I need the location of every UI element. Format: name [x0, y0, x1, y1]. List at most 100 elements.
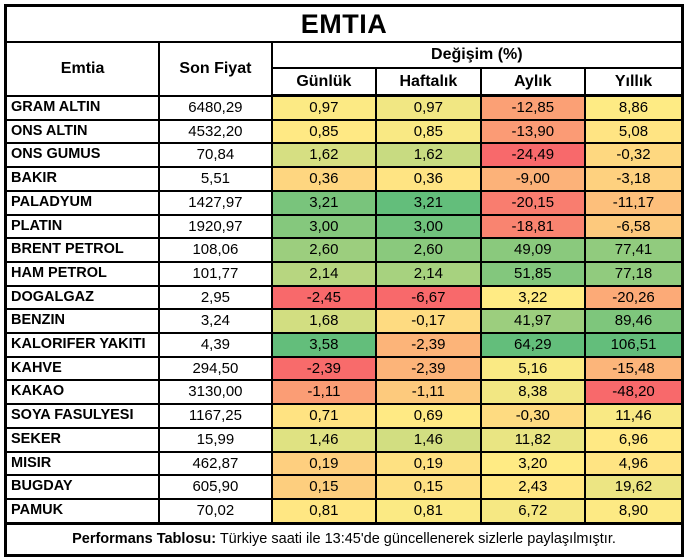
- change-yillik: -15,48: [584, 355, 684, 382]
- change-haftalik: 0,19: [375, 450, 482, 477]
- change-yillik: 19,62: [584, 474, 684, 500]
- commodity-name: BAKIR: [4, 166, 161, 192]
- commodity-name: ONS ALTIN: [4, 118, 161, 145]
- change-gunluk: 0,36: [270, 166, 378, 192]
- change-yillik: -48,20: [584, 379, 684, 406]
- last-price: 2,95: [158, 284, 273, 311]
- footer-text: Türkiye saati ile 13:45'de güncellenerek…: [219, 531, 616, 548]
- change-yillik: -20,26: [584, 284, 684, 311]
- last-price: 101,77: [158, 260, 273, 287]
- last-price: 70,84: [158, 142, 273, 169]
- change-yillik: 77,18: [584, 260, 684, 287]
- change-haftalik: 0,15: [375, 474, 482, 500]
- commodity-name: SEKER: [4, 426, 161, 453]
- change-haftalik: 1,62: [375, 142, 482, 169]
- emtia-table: EMTIA Emtia Son Fiyat Değişim (%) Günlük…: [4, 4, 684, 557]
- commodity-name: BENZIN: [4, 308, 161, 335]
- commodity-name: KAKAO: [4, 379, 161, 406]
- commodity-name: HAM PETROL: [4, 260, 161, 287]
- commodity-name: KAHVE: [4, 355, 161, 382]
- last-price: 1920,97: [158, 213, 273, 240]
- change-yillik: -11,17: [584, 189, 684, 216]
- change-gunluk: 3,00: [270, 213, 378, 240]
- header-haftalik: Haftalık: [375, 67, 482, 97]
- change-yillik: 77,41: [584, 237, 684, 263]
- last-price: 108,06: [158, 237, 273, 263]
- commodity-name: ONS GUMUS: [4, 142, 161, 169]
- table-row: ONS ALTIN 4532,20 0,85 0,85 -13,90 5,08: [4, 118, 684, 145]
- change-yillik: -6,58: [584, 213, 684, 240]
- footer-label: Performans Tablosu:: [72, 531, 217, 548]
- change-yillik: 5,08: [584, 118, 684, 145]
- change-yillik: -3,18: [584, 166, 684, 192]
- change-gunluk: -1,11: [270, 379, 378, 406]
- change-aylik: 51,85: [479, 260, 587, 287]
- change-gunluk: 1,68: [270, 308, 378, 335]
- change-gunluk: 2,60: [270, 237, 378, 263]
- commodity-name: GRAM ALTIN: [4, 94, 161, 121]
- title-row: EMTIA: [4, 4, 684, 43]
- change-gunluk: 0,19: [270, 450, 378, 477]
- header-row-2: Günlük Haftalık Aylık Yıllık: [6, 67, 684, 97]
- change-haftalik: 0,97: [375, 94, 482, 121]
- change-haftalik: -0,17: [375, 308, 482, 335]
- last-price: 294,50: [158, 355, 273, 382]
- header-gunluk: Günlük: [270, 67, 378, 97]
- last-price: 4532,20: [158, 118, 273, 145]
- last-price: 3130,00: [158, 379, 273, 406]
- change-yillik: 6,96: [584, 426, 684, 453]
- change-aylik: 11,82: [479, 426, 587, 453]
- change-haftalik: 0,81: [375, 497, 482, 525]
- last-price: 462,87: [158, 450, 273, 477]
- change-haftalik: -2,39: [375, 332, 482, 358]
- table-row: KAKAO 3130,00 -1,11 -1,11 8,38 -48,20: [4, 379, 684, 406]
- change-gunluk: 0,85: [270, 118, 378, 145]
- change-aylik: -24,49: [479, 142, 587, 169]
- table-row: DOGALGAZ 2,95 -2,45 -6,67 3,22 -20,26: [4, 284, 684, 311]
- change-gunluk: 3,21: [270, 189, 378, 216]
- change-gunluk: 3,58: [270, 332, 378, 358]
- change-aylik: 6,72: [479, 497, 587, 525]
- last-price: 3,24: [158, 308, 273, 335]
- change-gunluk: -2,39: [270, 355, 378, 382]
- change-aylik: -20,15: [479, 189, 587, 216]
- commodity-name: PALADYUM: [4, 189, 161, 216]
- table-row: KALORIFER YAKITI 4,39 3,58 -2,39 64,29 106,51: [4, 332, 684, 358]
- change-haftalik: 3,00: [375, 213, 482, 240]
- change-yillik: 8,90: [584, 497, 684, 525]
- change-aylik: 49,09: [479, 237, 587, 263]
- change-gunluk: -2,45: [270, 284, 378, 311]
- change-haftalik: 0,85: [375, 118, 482, 145]
- change-aylik: 2,43: [479, 474, 587, 500]
- change-gunluk: 0,15: [270, 474, 378, 500]
- table-row: ONS GUMUS 70,84 1,62 1,62 -24,49 -0,32: [4, 142, 684, 169]
- change-yillik: 11,46: [584, 403, 684, 429]
- commodity-name: BRENT PETROL: [4, 237, 161, 263]
- table-row: BAKIR 5,51 0,36 0,36 -9,00 -3,18: [4, 166, 684, 192]
- change-gunluk: 2,14: [270, 260, 378, 287]
- table-body: GRAM ALTIN 6480,29 0,97 0,97 -12,85 8,86 ONS A…: [4, 94, 684, 525]
- header-son-fiyat: Son Fiyat: [158, 41, 273, 97]
- commodity-name: PLATIN: [4, 213, 161, 240]
- change-aylik: 3,22: [479, 284, 587, 311]
- last-price: 15,99: [158, 426, 273, 453]
- footer-note: Performans Tablosu: Türkiye saati ile 13…: [4, 521, 684, 557]
- change-gunluk: 0,71: [270, 403, 378, 429]
- change-aylik: 41,97: [479, 308, 587, 335]
- commodity-name: DOGALGAZ: [4, 284, 161, 311]
- commodity-name: BUGDAY: [4, 474, 161, 500]
- change-aylik: -0,30: [479, 403, 587, 429]
- table-row: HAM PETROL 101,77 2,14 2,14 51,85 77,18: [4, 260, 684, 287]
- change-aylik: 3,20: [479, 450, 587, 477]
- change-haftalik: -2,39: [375, 355, 482, 382]
- last-price: 605,90: [158, 474, 273, 500]
- last-price: 6480,29: [158, 94, 273, 121]
- table-title: EMTIA: [4, 4, 684, 43]
- last-price: 70,02: [158, 497, 273, 525]
- table-row: BUGDAY 605,90 0,15 0,15 2,43 19,62: [4, 474, 684, 500]
- change-aylik: -12,85: [479, 94, 587, 121]
- change-haftalik: 0,36: [375, 166, 482, 192]
- commodity-name: SOYA FASULYESI: [4, 403, 161, 429]
- table-row: SOYA FASULYESI 1167,25 0,71 0,69 -0,30 11,46: [4, 403, 684, 429]
- header-emtia: Emtia: [4, 41, 161, 97]
